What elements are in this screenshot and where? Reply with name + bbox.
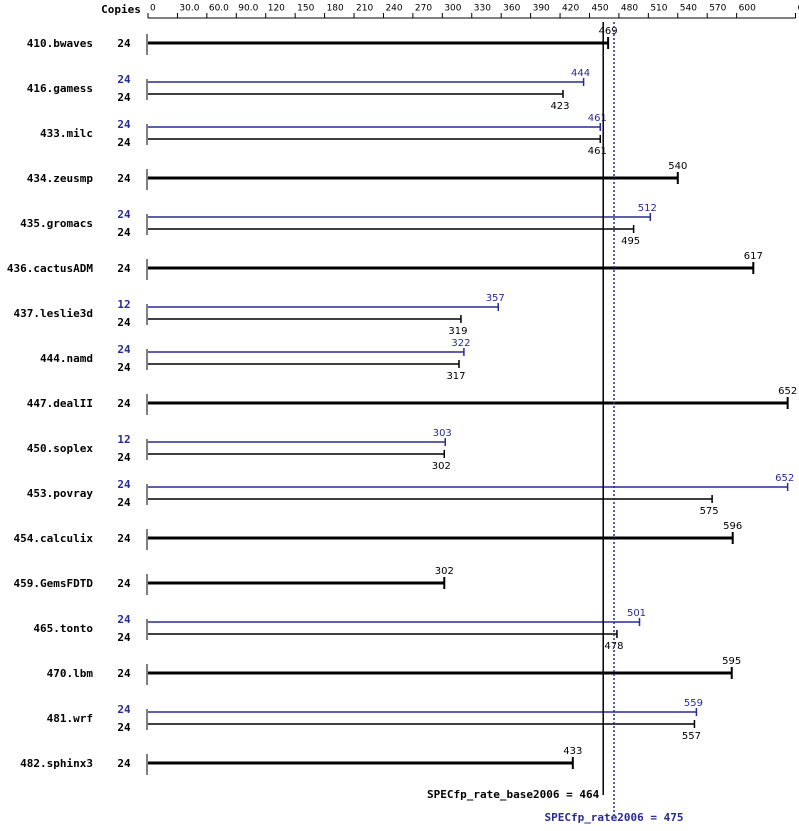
benchmark-label: 454.calculix xyxy=(14,532,94,545)
benchmark-label: 410.bwaves xyxy=(27,37,93,50)
x-tick-label: 570 xyxy=(709,4,726,14)
x-tick-label: 600 xyxy=(739,4,756,14)
benchmark-label: 436.cactusADM xyxy=(7,262,93,275)
peak-copies: 24 xyxy=(117,703,131,716)
summary-label: SPECfp_rate_base2006 = 464 xyxy=(427,788,600,801)
benchmark-label: 459.GemsFDTD xyxy=(14,577,94,590)
copies-header: Copies xyxy=(101,3,141,16)
x-tick-label: 510 xyxy=(650,4,667,14)
base-copies: 24 xyxy=(117,136,131,149)
base-copies: 24 xyxy=(117,451,131,464)
base-copies: 24 xyxy=(117,361,131,374)
base-copies: 24 xyxy=(117,496,131,509)
benchmark-label: 437.leslie3d xyxy=(14,307,93,320)
benchmark-label: 453.povray xyxy=(27,487,94,500)
peak-value-label: 501 xyxy=(627,608,646,619)
benchmark-label: 470.lbm xyxy=(47,667,94,680)
summary-label: SPECfp_rate2006 = 475 xyxy=(544,811,683,824)
benchmark-label: 435.gromacs xyxy=(20,217,93,230)
benchmark-label: 450.soplex xyxy=(27,442,94,455)
x-tick-label: 150 xyxy=(297,4,314,14)
benchmark-label: 447.dealII xyxy=(27,397,93,410)
peak-value-label: 461 xyxy=(588,113,607,124)
copies: 24 xyxy=(117,397,131,410)
copies: 24 xyxy=(117,532,131,545)
base-value-label: 317 xyxy=(446,371,465,382)
benchmark-label: 481.wrf xyxy=(47,712,93,725)
x-tick-label: 420 xyxy=(562,4,579,14)
x-tick-label: 330 xyxy=(474,4,491,14)
peak-copies: 24 xyxy=(117,613,131,626)
benchmark-label: 444.namd xyxy=(40,352,93,365)
x-tick-label: 390 xyxy=(533,4,550,14)
base-copies: 24 xyxy=(117,91,131,104)
x-tick-label: 30.0 xyxy=(179,4,199,14)
base-value-label: 423 xyxy=(550,101,569,112)
value-label: 595 xyxy=(722,656,741,667)
peak-value-label: 512 xyxy=(638,203,657,214)
x-tick-label: 480 xyxy=(621,4,638,14)
value-label: 596 xyxy=(723,521,742,532)
benchmark-label: 433.milc xyxy=(40,127,93,140)
peak-value-label: 303 xyxy=(433,428,452,439)
value-label: 652 xyxy=(778,386,797,397)
peak-copies: 12 xyxy=(117,298,130,311)
x-tick-label: 0 xyxy=(150,4,156,14)
benchmark-label: 434.zeusmp xyxy=(27,172,94,185)
copies: 24 xyxy=(117,667,131,680)
x-tick-label: 60.0 xyxy=(209,4,229,14)
x-tick-label: 300 xyxy=(444,4,461,14)
peak-copies: 24 xyxy=(117,73,131,86)
peak-value-label: 444 xyxy=(571,68,590,79)
value-label: 469 xyxy=(599,26,618,37)
base-value-label: 461 xyxy=(588,146,607,157)
peak-value-label: 559 xyxy=(684,698,703,709)
peak-value-label: 652 xyxy=(775,473,794,484)
base-copies: 24 xyxy=(117,226,131,239)
peak-copies: 24 xyxy=(117,478,131,491)
copies: 24 xyxy=(117,37,131,50)
x-tick-label: 90.0 xyxy=(238,4,258,14)
base-copies: 24 xyxy=(117,631,131,644)
base-value-label: 557 xyxy=(682,731,701,742)
value-label: 433 xyxy=(563,746,582,757)
peak-copies: 24 xyxy=(117,343,131,356)
x-tick-label: 360 xyxy=(503,4,520,14)
base-value-label: 495 xyxy=(621,236,640,247)
x-tick-label: 450 xyxy=(591,4,608,14)
copies: 24 xyxy=(117,577,131,590)
value-label: 540 xyxy=(668,161,687,172)
base-copies: 24 xyxy=(117,721,131,734)
copies: 24 xyxy=(117,172,131,185)
peak-value-label: 357 xyxy=(486,293,505,304)
benchmark-label: 416.gamess xyxy=(27,82,93,95)
x-tick-label: 660 xyxy=(798,4,799,14)
x-tick-label: 270 xyxy=(415,4,432,14)
peak-value-label: 322 xyxy=(451,338,470,349)
x-tick-label: 180 xyxy=(327,4,344,14)
x-tick-label: 120 xyxy=(268,4,285,14)
x-tick-label: 240 xyxy=(385,4,402,14)
x-tick-label: 210 xyxy=(356,4,373,14)
base-value-label: 319 xyxy=(448,326,467,337)
copies: 24 xyxy=(117,757,131,770)
base-value-label: 302 xyxy=(432,461,451,472)
peak-copies: 24 xyxy=(117,208,131,221)
base-copies: 24 xyxy=(117,316,131,329)
copies: 24 xyxy=(117,262,131,275)
value-label: 302 xyxy=(435,566,454,577)
base-value-label: 575 xyxy=(700,506,719,517)
x-tick-label: 540 xyxy=(680,4,697,14)
peak-copies: 24 xyxy=(117,118,131,131)
value-label: 617 xyxy=(744,251,763,262)
benchmark-label: 482.sphinx3 xyxy=(20,757,93,770)
benchmark-label: 465.tonto xyxy=(33,622,93,635)
peak-copies: 12 xyxy=(117,433,130,446)
